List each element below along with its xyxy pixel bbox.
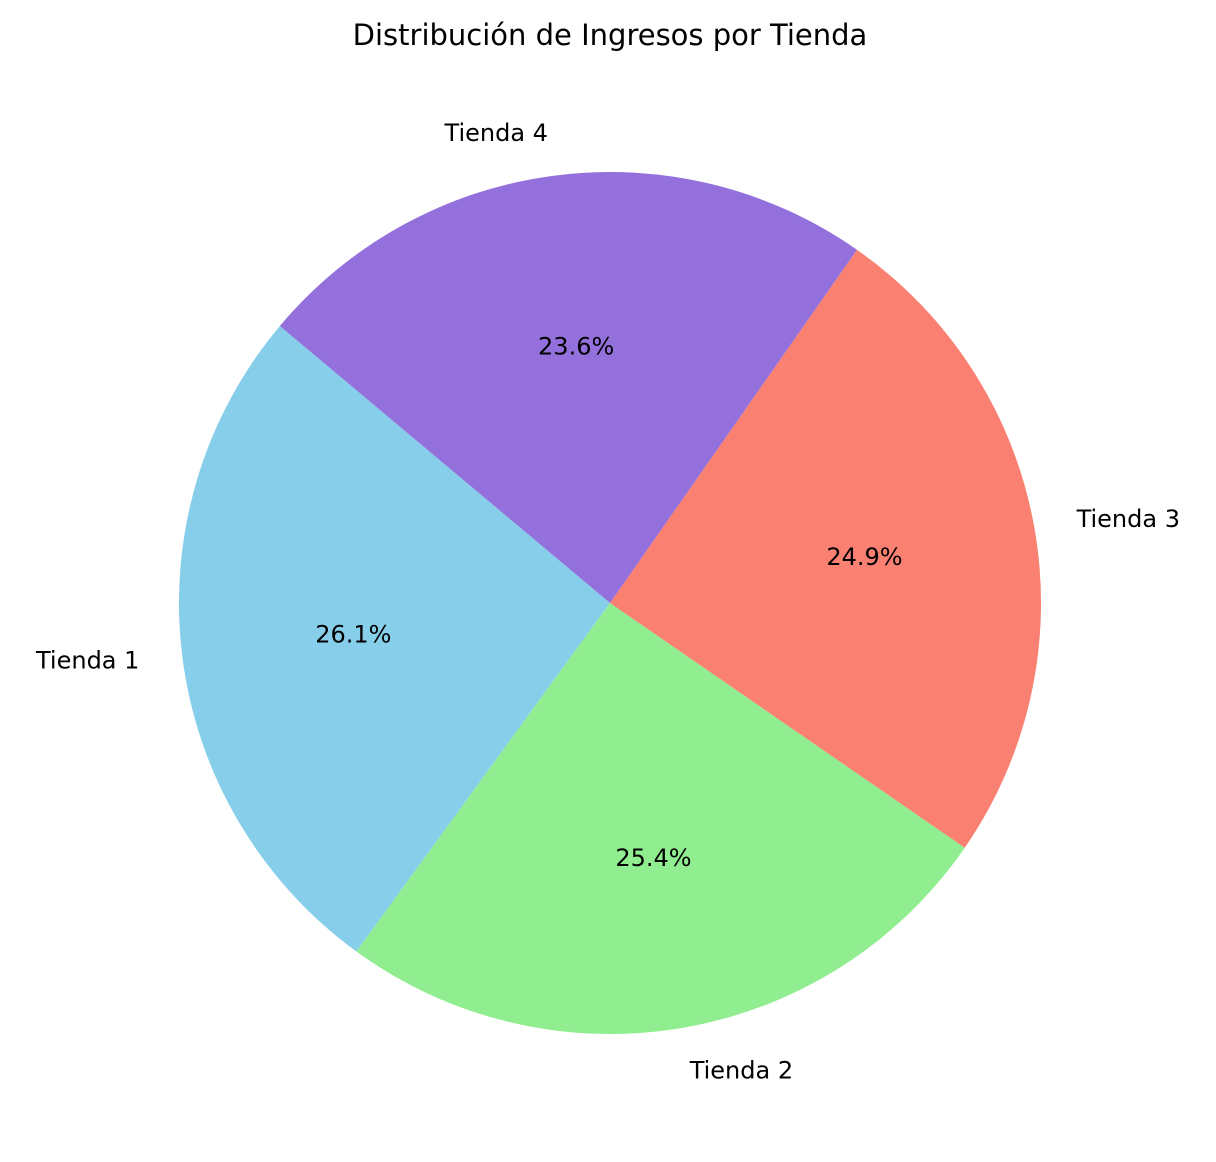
chart-title: Distribución de Ingresos por Tienda	[353, 18, 868, 52]
pie-slice-tienda-3	[610, 249, 1042, 848]
pie-labels: Tienda 1 26.1% Tienda 2 25.4% Tienda 3 24.9% T…	[35, 119, 1180, 1084]
slice-label-tienda-4: Tienda 4	[444, 119, 548, 147]
percent-label-tienda-1: 26.1%	[315, 620, 391, 648]
percent-label-tienda-4: 23.6%	[538, 333, 614, 361]
pie-slice-tienda-4	[279, 172, 857, 604]
pie-slice-tienda-1	[178, 325, 610, 952]
slice-label-tienda-2: Tienda 2	[689, 1056, 793, 1084]
slice-label-tienda-3: Tienda 3	[1076, 505, 1180, 533]
pie-slices	[178, 172, 1042, 1034]
slice-label-tienda-1: Tienda 1	[35, 647, 139, 675]
pie-slice-tienda-2	[356, 603, 965, 1034]
percent-label-tienda-2: 25.4%	[615, 844, 691, 872]
percent-label-tienda-3: 24.9%	[826, 543, 902, 571]
